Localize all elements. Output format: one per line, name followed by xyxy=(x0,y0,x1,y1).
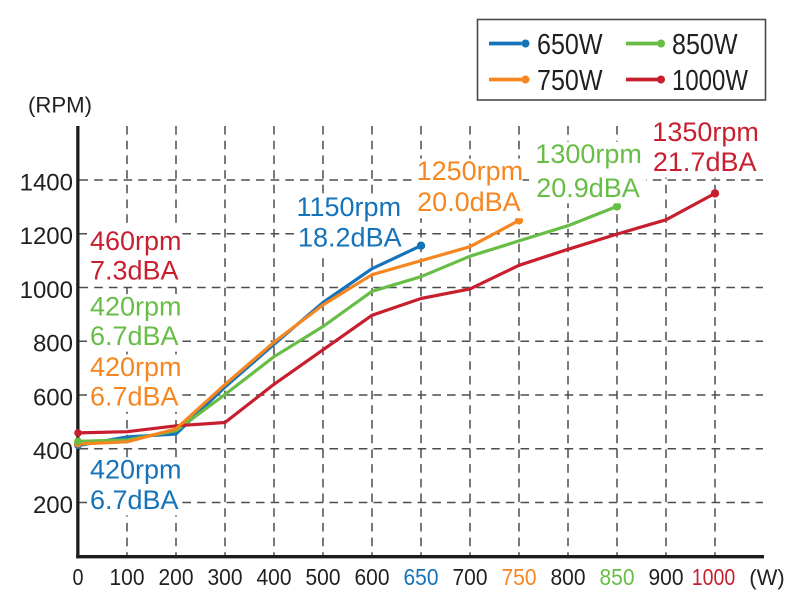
svg-text:700: 700 xyxy=(453,564,488,590)
svg-text:300: 300 xyxy=(208,564,243,590)
svg-text:1150rpm: 1150rpm xyxy=(297,192,402,222)
svg-text:100: 100 xyxy=(110,564,145,590)
svg-text:1000: 1000 xyxy=(692,564,736,590)
svg-text:650W: 650W xyxy=(537,29,603,61)
svg-text:1200: 1200 xyxy=(20,223,73,250)
svg-text:(W): (W) xyxy=(749,565,784,590)
svg-text:400: 400 xyxy=(257,564,292,590)
svg-text:0: 0 xyxy=(73,564,84,590)
svg-text:750W: 750W xyxy=(537,65,603,97)
svg-text:650: 650 xyxy=(404,564,439,590)
svg-text:420rpm: 420rpm xyxy=(90,352,182,382)
svg-text:800: 800 xyxy=(33,331,73,358)
svg-text:800: 800 xyxy=(551,564,586,590)
svg-text:400: 400 xyxy=(33,438,73,465)
svg-text:(RPM): (RPM) xyxy=(28,93,92,118)
svg-text:500: 500 xyxy=(306,564,341,590)
svg-text:850W: 850W xyxy=(672,29,738,61)
svg-text:7.3dBA: 7.3dBA xyxy=(90,255,179,285)
svg-text:600: 600 xyxy=(355,564,390,590)
svg-text:460rpm: 460rpm xyxy=(90,226,182,256)
svg-text:21.7dBA: 21.7dBA xyxy=(653,147,757,177)
svg-text:850: 850 xyxy=(600,564,635,590)
svg-text:1000: 1000 xyxy=(20,277,73,304)
svg-text:1000W: 1000W xyxy=(672,65,749,97)
svg-text:18.2dBA: 18.2dBA xyxy=(298,222,402,252)
svg-text:900: 900 xyxy=(649,564,684,590)
svg-text:6.7dBA: 6.7dBA xyxy=(90,321,179,351)
svg-text:1350rpm: 1350rpm xyxy=(652,117,759,147)
svg-text:1250rpm: 1250rpm xyxy=(417,156,524,186)
svg-text:420rpm: 420rpm xyxy=(90,292,182,322)
svg-text:1300rpm: 1300rpm xyxy=(535,139,642,169)
svg-text:200: 200 xyxy=(159,564,194,590)
svg-text:20.0dBA: 20.0dBA xyxy=(417,187,521,217)
svg-text:1400: 1400 xyxy=(20,169,73,196)
svg-text:6.7dBA: 6.7dBA xyxy=(90,485,179,515)
svg-text:420rpm: 420rpm xyxy=(90,455,182,485)
svg-text:600: 600 xyxy=(33,384,73,411)
svg-text:200: 200 xyxy=(33,492,73,519)
svg-text:750: 750 xyxy=(502,564,537,590)
svg-text:20.9dBA: 20.9dBA xyxy=(536,173,640,203)
svg-text:6.7dBA: 6.7dBA xyxy=(90,381,179,411)
